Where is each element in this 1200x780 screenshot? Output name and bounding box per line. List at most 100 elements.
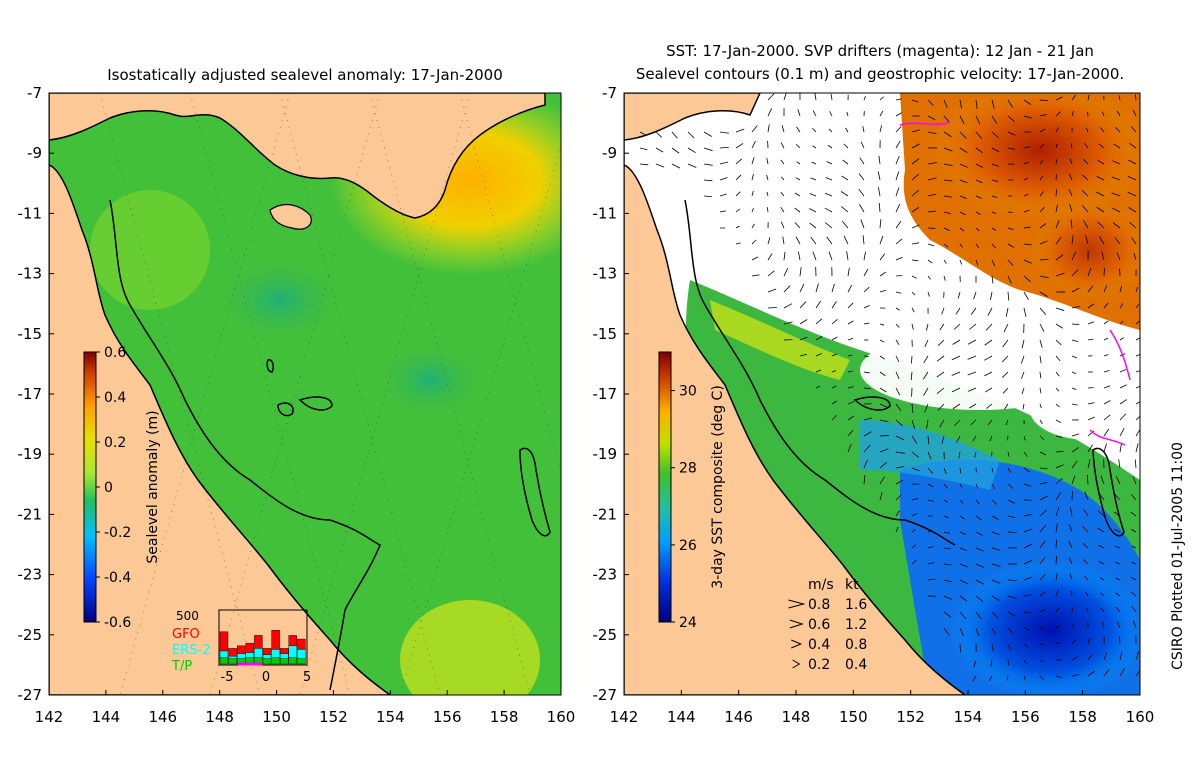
y-tick-label: -23 [18,566,43,584]
reef-outline [266,358,274,373]
y-tick-label: -9 [602,144,617,162]
reef-outline [853,396,891,411]
right-panel-title-line1: SST: 17-Jan-2000. SVP drifters (magenta)… [666,42,1094,60]
sla-colorbar [83,351,97,623]
inset-ymax-label: 500 [176,609,199,623]
y-tick-label: -25 [18,626,43,644]
x-tick-label: 144 [667,708,696,726]
x-tick-label: 158 [1068,708,1097,726]
new-guinea-coastline [49,93,546,219]
sla-tick-label: 0.2 [104,435,126,451]
velocity-vectors [639,93,1140,682]
sla-tick-label: -0.6 [104,615,131,631]
y-tick-label: -9 [27,144,42,162]
island [269,203,312,230]
y-tick-label: -23 [593,566,618,584]
sst-tick-label: 26 [679,538,697,554]
drifter-track [1089,429,1126,446]
legend-speed-ms: 0.6 [808,617,830,633]
anomaly-region-south [400,600,540,695]
sla-tick-label: -0.2 [104,525,131,541]
x-tick-label: 156 [433,708,462,726]
velocity-legend: m/s kt 0.8 1.6 0.6 1.2 0.4 0.8 0.2 0.4 [788,577,867,673]
y-tick-label: -25 [593,626,618,644]
y-tick-label: -19 [593,445,618,463]
reef-outline [298,396,333,411]
y-tick-label: -11 [593,204,618,222]
inset-xtick: 0 [262,670,270,685]
x-tick-label: 160 [1126,708,1155,726]
y-tick-label: -19 [18,445,43,463]
inset-bars [219,630,306,665]
australia-coastline [624,93,967,695]
sst-warm-band [710,300,850,380]
shelf-contour [109,199,381,691]
sla-colorbar-ticks: 0.6 0.4 0.2 0 -0.2 -0.4 -0.6 [96,345,131,631]
right-panel-title-line2: Sealevel contours (0.1 m) and geostrophi… [636,65,1124,83]
x-tick-label: 142 [610,708,639,726]
sst-map [624,93,1140,695]
x-tick-label: 146 [724,708,753,726]
y-tick-label: -13 [593,265,618,283]
x-tick-label: 148 [782,708,811,726]
sst-hot-core [930,93,1140,220]
y-tick-label: -21 [593,505,618,523]
cloud-patch [1030,380,1140,440]
sst-tick-label: 30 [679,384,697,400]
sst-hot-core-2 [1030,200,1140,300]
sst-colorbar-label: 3-day SST composite (deg C) [710,385,726,589]
legend-speed-kt: 0.4 [845,657,867,673]
y-tick-label: -17 [593,385,618,403]
y-tick-label: -27 [18,686,43,704]
x-tick-label: 148 [205,708,234,726]
inset-xtick: -5 [221,670,234,685]
sla-tick-label: 0.4 [104,390,126,406]
y-tick-label: -15 [18,325,43,343]
y-tick-label: -7 [27,84,42,102]
y-tick-label: -7 [602,84,617,102]
altimeter-inset: 500 GFO ERS-2 T/P -5 0 5 [171,609,311,685]
reef-outline [277,402,294,417]
reef-outline [519,447,551,537]
x-tick-label: 154 [376,708,405,726]
legend-speed-kt: 1.2 [845,617,867,633]
left-panel-title: Isostatically adjusted sealevel anomaly:… [107,66,503,84]
drifter-track [899,121,951,126]
sst-transition [860,420,1000,490]
plot-credit: CSIRO Plotted 01-Jul-2005 11:00 [1170,442,1186,670]
x-tick-label: 156 [1011,708,1040,726]
axes: -7 -9 -11 -13 -15 -17 -19 -21 -23 -25 -27 142 144 146… [18,84,1155,726]
legend-speed-kt: 0.8 [845,637,867,653]
sst-colorbar [658,351,672,623]
y-tick-label: -13 [18,265,43,283]
y-tick-label: -15 [593,325,618,343]
legend-speed-kt: 1.6 [845,597,867,613]
inset-xtick: 5 [303,670,311,685]
legend-speed-ms: 0.4 [808,637,830,653]
sla-tick-label: 0 [104,480,113,496]
drifter-track [1109,329,1131,381]
legend-header-ms: m/s [808,577,834,593]
shelf-contour [684,199,956,546]
inset-legend-gfo: GFO [172,627,200,642]
new-guinea-coastline [624,93,761,141]
legend-header-kt: kt [845,577,859,593]
inset-frame [218,609,308,666]
australia-coastline [49,93,392,695]
x-tick-label: 144 [92,708,121,726]
y-tick-label: -17 [18,385,43,403]
y-tick-label: -27 [593,686,618,704]
low-anomaly-region [220,260,340,340]
anomaly-region-west [90,190,210,310]
legend-speed-ms: 0.8 [808,597,830,613]
sla-tick-label: -0.4 [104,570,131,586]
sst-tick-label: 24 [679,615,697,631]
x-tick-label: 150 [262,708,291,726]
x-tick-label: 146 [148,708,177,726]
x-tick-label: 160 [547,708,576,726]
reef-outline [1092,447,1125,537]
x-tick-label: 154 [954,708,983,726]
x-tick-label: 152 [319,708,348,726]
x-tick-label: 158 [490,708,519,726]
